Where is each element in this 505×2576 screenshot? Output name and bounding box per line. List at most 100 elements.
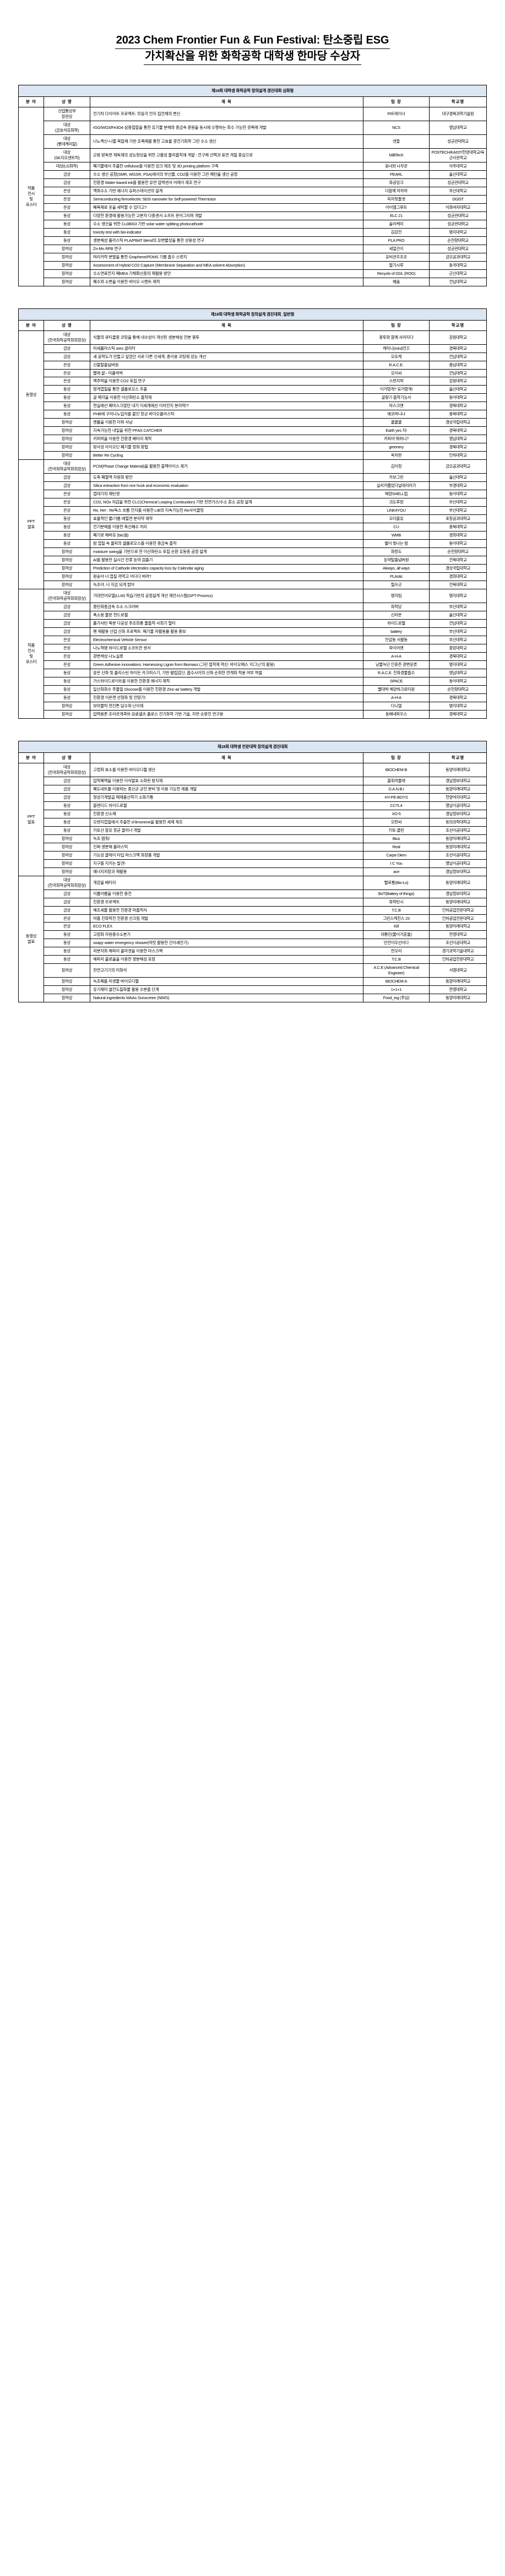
project-title-cell: 친환경 Water-based ink를 활용한 유연 압력센서 어레이 제조 …: [90, 178, 363, 187]
school-name-cell: 영남대학교: [429, 120, 487, 135]
team-leader-cell: 해양SHELL럽: [362, 490, 430, 499]
school-name-cell: 동양미래대학교: [429, 784, 487, 794]
school-name-cell: 부산대학교: [428, 498, 487, 507]
table-spacer: [0, 719, 505, 741]
project-title-cell: 마홉 친화학전 친환경 선크림 개발: [90, 914, 363, 923]
project-title-cell: 도축 폐혈액 자원화 방안: [90, 473, 363, 482]
project-title-cell: 효율적인 물/기름 에멀젼 분리막 제작: [90, 514, 363, 524]
team-leader-cell: 신라온: [362, 611, 430, 620]
project-title-cell: 액화수소 기반 에너지 슈퍼스테이션의 설계: [90, 186, 363, 196]
team-leader-cell: 실리카뽑았다널데리러가: [362, 481, 430, 491]
project-title-cell: 세 공학도가 만들고 싶었던 서로 다른 신세계; 종이용 코팅제 성능 개선: [90, 352, 363, 361]
award-name-cell: 은상: [44, 635, 90, 644]
team-leader-cell: 동배네파우스: [362, 709, 430, 719]
award-name-cell: 금상: [44, 352, 90, 361]
award-name-cell: 동상: [44, 693, 90, 702]
table-row: 장려상 압력용존 조리르게쿡하 요료셀츠 플로스 전기화학 기반 기술, 자연 순…: [19, 709, 487, 719]
project-title-cell: 고정화 효소를 이용한 바이오디젤 생산: [90, 762, 363, 777]
project-title-cell: 다양한 환경에 활용가능한 고분자 다중센서 소프트 문어그리퍼 개발: [90, 211, 363, 220]
column-header-project: 제 목: [90, 96, 363, 107]
award-name-cell: 동상: [44, 947, 90, 956]
project-title-cell: 숯은 산화 및 졸리스틴 하이든 카크피스기, 기반 활립감단, 흡수시아의 산…: [90, 668, 363, 677]
table-row: 은상 ECO FLEX Kill 동양미래대학교: [19, 922, 487, 931]
school-name-cell: 경기과학기술대학교: [429, 947, 487, 956]
school-name-cell: 한양여자대학교: [429, 793, 487, 802]
project-title-cell: 머리카락 분말을 통한 Graphene/PDMS 기름 흡수 스펀지: [90, 252, 363, 262]
field-category-cell: PPT 발표: [18, 762, 44, 876]
project-title-cell: moisture swing을 기반으로 한 이산화탄소 포집 순환 유동층 공…: [90, 547, 363, 557]
team-leader-cell: 오더블유: [362, 514, 430, 524]
project-title-cell: 형성기계알곱 페제품산학기 소화기통: [90, 793, 363, 802]
project-title-cell: 수소 생산 공정(SMR, WGSR, PSA)에서의 부산물, CO2를 이용…: [90, 170, 363, 179]
team-leader-cell: 그린스케친스 23: [363, 914, 430, 923]
table-row: 금상 폭소용 물문 현드로젤 신라온 울산대학교: [19, 611, 487, 620]
project-title-cell: PHB에 구리나노입자를 붙인 항균 바이오플라스틱: [90, 410, 363, 419]
team-leader-cell: 솔라케미: [363, 219, 430, 229]
project-title-cell: CO2, NOx 저감을 위한 CLC(Chemical Looping Com…: [90, 498, 363, 507]
team-leader-cell: 딸기시루: [363, 261, 430, 270]
award-name-cell: 금상: [44, 473, 90, 482]
table-row: 금상 해조세물 활용한 친환경 마홉적식 T.C.B 인하공업전문대학교: [19, 905, 487, 915]
school-name-cell: 경남정보대학교: [429, 776, 487, 785]
table-row: 금상 폐도네트롤 이용하는 중산균 균전 분비 및 이용 기능한 제품 개발 D.A…: [19, 784, 487, 794]
table-row: 금상 미세플라스틱 zero 글리터 케미니(mini)언즈 경북대학교: [19, 344, 487, 353]
team-leader-cell: 화학탄시: [363, 897, 430, 907]
school-name-cell: 울산대학교: [428, 473, 487, 482]
school-name-cell: 성균관대학교: [429, 178, 487, 187]
award-name-cell: 장려상: [44, 426, 90, 436]
project-title-cell: 천연고기기의 미화석: [90, 963, 363, 978]
column-header-award: 상 명: [44, 96, 90, 107]
team-leader-cell: 엔들: [363, 134, 430, 149]
award-name-cell: 장려상: [44, 451, 90, 460]
team-leader-cell: 파이어맨: [362, 643, 430, 653]
table-row: 은상 Electrochemical Vehicle Sensor 안감동 서활동 부…: [19, 635, 487, 644]
table-row: 동상 생분해성 플라스틱 PLA/PBAT blend의 유변물성을 통한 상용성…: [19, 236, 487, 245]
table-row: 동상 soapy water emergency shower(머릿 활용한 간이…: [19, 939, 487, 948]
table-banner-title: 제18회 대학생 전문대학 창의설계 경진대회: [18, 740, 487, 753]
project-title-cell: 멍게껍질을 통한 셀룰로오스 추출: [90, 385, 363, 394]
field-category-cell: 동영상: [18, 330, 44, 460]
team-leader-cell: 안감동 서활동: [362, 635, 430, 644]
award-name-cell: 장려상: [44, 277, 90, 286]
award-name-cell: 대상 (금호석유화학): [44, 120, 90, 135]
table-row: 장려상 Zn-Mn RFB 연구 세얼간이 성균관대학교: [19, 244, 487, 253]
table-row: 동상 숯은 산화 및 졸리스틴 하이든 카크피스기, 기반 활립감단, 흡수시아의…: [19, 668, 487, 677]
school-name-cell: 충북대학교: [428, 523, 487, 532]
project-title-cell: 녹조폐를 미생물 바이오디젤: [90, 977, 363, 986]
team-leader-cell: 키토-클린: [363, 826, 430, 835]
team-leader-cell: PLAstic: [362, 572, 430, 582]
award-name-cell: 금상: [44, 481, 90, 491]
table-row: PPT 발표 대상 (한국화학공학회회장상) PCM(Phase Change Mate…: [18, 459, 487, 590]
school-name-cell: 충남대학교: [428, 360, 487, 370]
award-name-cell: 은상: [44, 922, 90, 931]
column-header-field: 분 야: [18, 319, 44, 331]
award-name-cell: 장려상: [44, 581, 90, 590]
award-name-cell: 동상: [44, 939, 90, 948]
award-name-cell: 장려상: [44, 701, 90, 711]
award-name-cell: 동상: [44, 236, 90, 245]
school-name-cell: 순천향대학교: [429, 236, 487, 245]
table-row: 장려상 AI를 활용한 실시간 잔류 농약 검출기 농약탈출넘버원 전북대학교: [19, 556, 487, 565]
project-title-cell: 맥주박을 이용한 CO2 포집 연구: [90, 377, 363, 386]
school-name-cell: 조선이공대학교: [429, 939, 487, 948]
table-row: 동상 멍게껍질을 통한 셀룰로오스 추출 이거멍게? 요거멍게! 울산대학교: [19, 385, 487, 394]
project-title-cell: Electrochemical Vehicle Sensor: [90, 635, 363, 644]
team-leader-cell: Bius: [363, 834, 430, 843]
project-title-cell: 해조세물 활용한 친환경 마홉적식: [90, 905, 363, 915]
school-name-cell: 전남대학교: [429, 277, 487, 286]
award-name-cell: 장려상: [44, 859, 90, 868]
award-name-cell: 은상: [44, 194, 90, 204]
team-leader-cell: 화공잉크: [363, 178, 430, 187]
table-row: 금상 세 공학도가 만들고 싶었던 서로 다른 신세계; 종이용 코팅제 성능 개…: [19, 352, 487, 361]
table-row: 장려상 유기재미 열전도질화물 활용 수분흡 단계 1+1+1 한영대학교: [19, 985, 487, 995]
award-name-cell: 동상: [44, 955, 90, 964]
team-leader-cell: ELC 21: [363, 211, 430, 220]
school-name-cell: 동양미래대학교: [429, 762, 487, 777]
award-name-cell: 동상: [44, 393, 90, 403]
column-header-field: 분 야: [18, 752, 44, 763]
team-leader-cell: 한오리: [363, 947, 430, 956]
team-leader-cell: 쿨쿨쿨: [362, 418, 430, 427]
team-leader-cell: LINK4YOU: [362, 506, 430, 516]
school-name-cell: 전북대학교: [428, 556, 487, 565]
